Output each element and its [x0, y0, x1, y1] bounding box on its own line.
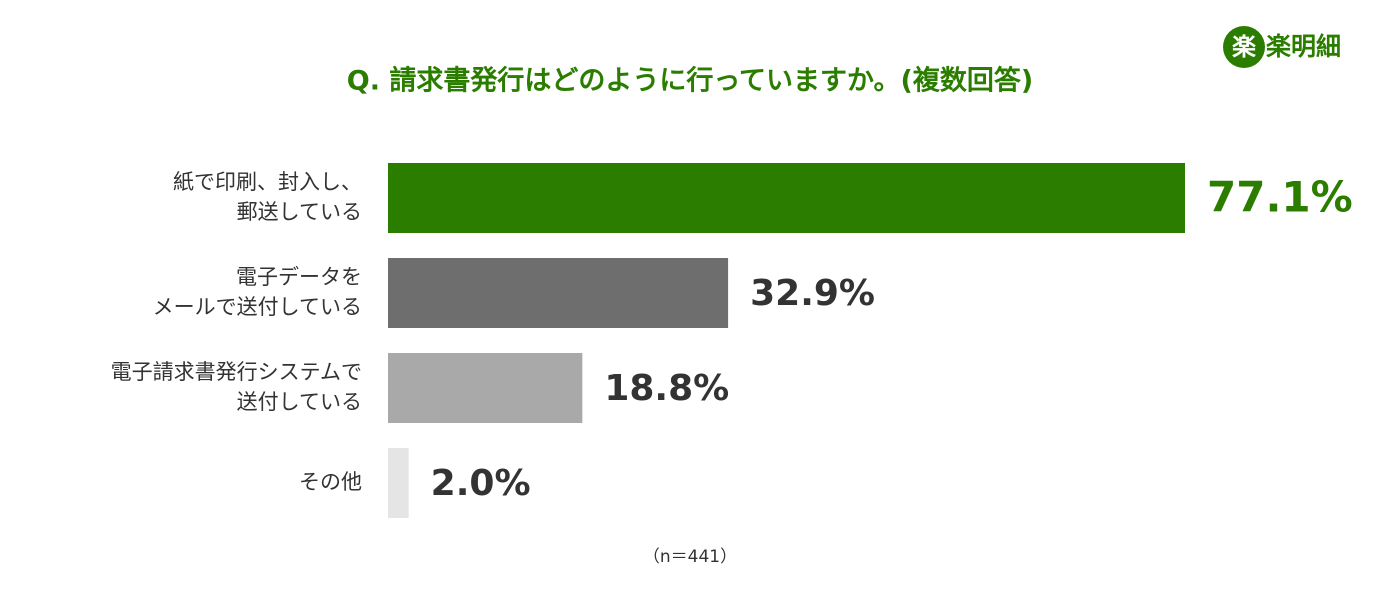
bar — [388, 163, 1185, 233]
category-label: その他 — [299, 470, 362, 494]
bar — [388, 353, 583, 423]
logo-badge — [1223, 26, 1265, 68]
category-label: 紙で印刷、封入し、 — [173, 170, 362, 194]
value-label: 32.9% — [750, 273, 875, 314]
category-label: メールで送付している — [153, 295, 362, 319]
value-label: 77.1% — [1207, 173, 1353, 222]
category-label: 郵送している — [237, 200, 362, 224]
category-label: 送付している — [237, 390, 362, 414]
sample-note: （n＝441） — [643, 547, 737, 567]
chart-title: Q. 請求書発行はどのように行っていますか。(複数回答) — [347, 65, 1033, 97]
category-label: 電子データを — [236, 265, 362, 289]
logo-text: 楽明細 — [1266, 32, 1341, 61]
logo-mark: 楽 — [1232, 33, 1257, 61]
value-label: 18.8% — [604, 368, 729, 409]
value-label: 2.0% — [431, 463, 531, 504]
bar — [388, 258, 729, 328]
bar — [388, 448, 409, 518]
category-label: 電子請求書発行システムで — [111, 360, 362, 384]
